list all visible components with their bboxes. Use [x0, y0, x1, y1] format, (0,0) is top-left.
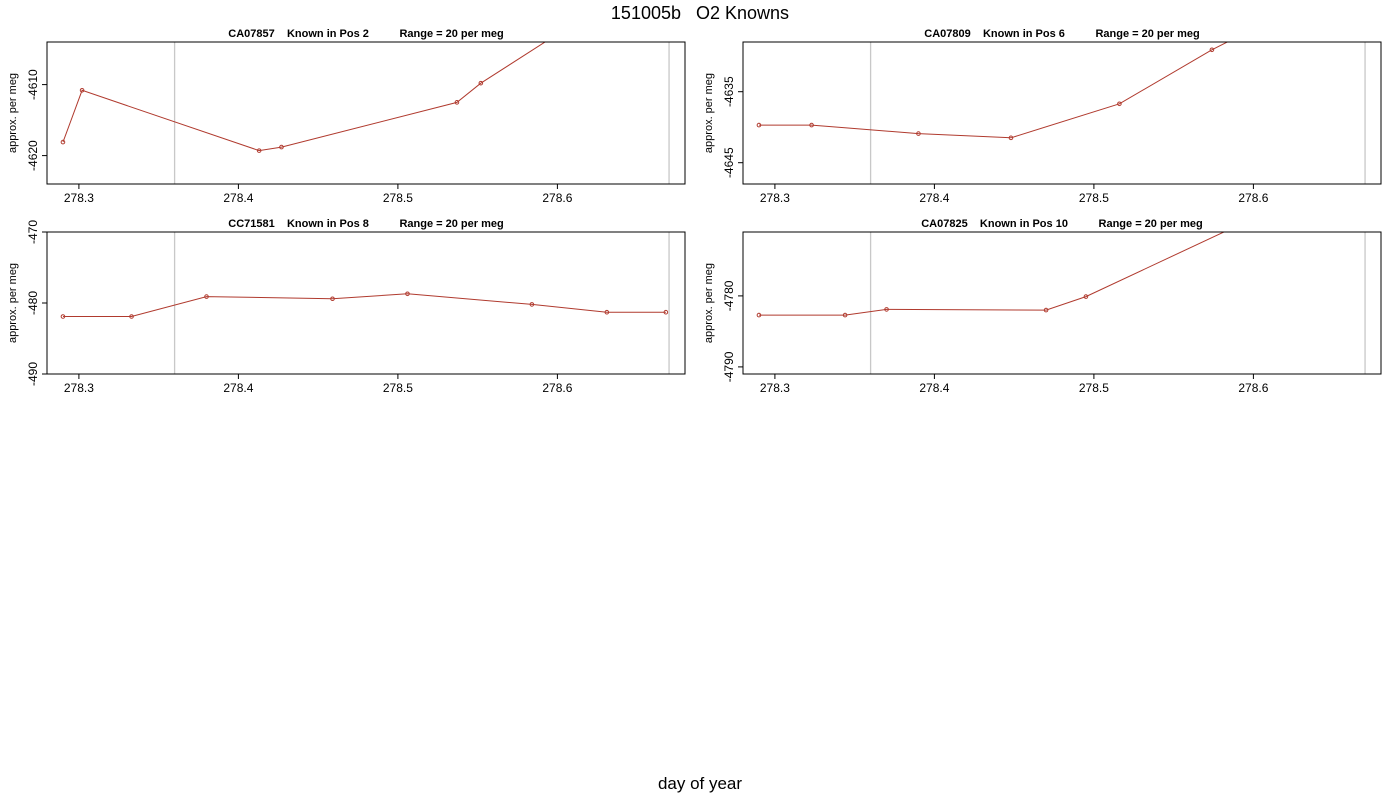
y-tick-label: -4790	[722, 351, 736, 382]
data-point	[330, 296, 335, 302]
reference-lines	[173, 232, 670, 374]
panel-title-sample: CC71581	[228, 218, 274, 230]
x-tick-label: 278.6	[542, 381, 572, 395]
panel-title: CA07857 Known in Pos 2 Range = 20 per me…	[228, 28, 503, 40]
series-line	[63, 293, 666, 317]
x-tick-label: 278.6	[1238, 381, 1268, 395]
data-point	[1083, 294, 1089, 299]
series-group	[60, 42, 546, 153]
reference-lines	[869, 232, 1366, 374]
data-point	[663, 309, 669, 315]
y-axis-label: approx. per meg	[703, 263, 715, 343]
y-tick-label: -4645	[722, 147, 736, 178]
x-tick-label: 278.3	[64, 191, 94, 205]
x-tick-label: 278.4	[919, 381, 949, 395]
data-point	[809, 122, 814, 128]
series-line	[759, 42, 1229, 139]
x-tick-label: 278.6	[1238, 191, 1268, 205]
x-tick-label: 278.5	[383, 191, 413, 205]
y-tick-label: -470	[26, 220, 40, 244]
chart-panel-4: CA07825 Known in Pos 10 Range = 20 per m…	[703, 218, 1382, 395]
plot-frame	[46, 41, 686, 185]
x-tick-label: 278.5	[1079, 381, 1109, 395]
panel-title: CA07809 Known in Pos 6 Range = 20 per me…	[924, 28, 1199, 40]
x-tick-label: 278.3	[64, 381, 94, 395]
panel-title: CA07825 Known in Pos 10 Range = 20 per m…	[921, 218, 1203, 230]
plot-frame	[742, 41, 1382, 185]
panel-title-position: Known in Pos 8	[275, 218, 369, 230]
x-tick-label: 278.5	[1079, 191, 1109, 205]
series-group	[60, 291, 669, 319]
y-axis-label: approx. per meg	[703, 73, 715, 153]
data-point	[916, 131, 921, 136]
data-point	[1043, 307, 1049, 313]
data-point	[604, 309, 610, 315]
panel-title-sample: CA07857	[228, 28, 274, 40]
panel-title: CC71581 Known in Pos 8 Range = 20 per me…	[228, 218, 503, 230]
chart-panel-2: CA07809 Known in Pos 6 Range = 20 per me…	[703, 28, 1382, 205]
data-point	[1209, 47, 1215, 53]
y-tick-label: -490	[26, 362, 40, 386]
x-tick-label: 278.3	[760, 381, 790, 395]
x-tick-label: 278.5	[383, 381, 413, 395]
panel-title-range: Range = 20 per meg	[1065, 28, 1200, 40]
y-tick-label: -4620	[26, 140, 40, 171]
data-point	[884, 307, 889, 312]
plot-frame	[742, 231, 1382, 375]
panel-title-range: Range = 20 per meg	[369, 28, 504, 40]
x-tick-label: 278.6	[542, 191, 572, 205]
data-point	[756, 122, 762, 128]
x-tick-label: 278.4	[919, 191, 949, 205]
series-group	[756, 232, 1226, 318]
panel-title-position: Known in Pos 10	[968, 218, 1068, 230]
x-tick-label: 278.3	[760, 191, 790, 205]
data-point	[756, 312, 762, 318]
x-axis-label: day of year	[657, 774, 743, 793]
data-point	[1008, 135, 1014, 141]
panel-title-sample: CA07825	[921, 218, 967, 230]
data-point	[129, 314, 134, 319]
y-axis-label: approx. per meg	[7, 73, 19, 153]
y-axis-label: approx. per meg	[7, 263, 19, 343]
reference-lines	[869, 42, 1366, 184]
data-point	[79, 87, 85, 93]
panel-title-position: Known in Pos 2	[275, 28, 369, 40]
data-point	[60, 314, 66, 319]
reference-lines	[173, 42, 670, 184]
y-tick-label: -480	[26, 291, 40, 315]
chart-panel-1: CA07857 Known in Pos 2 Range = 20 per me…	[7, 28, 686, 205]
data-point	[256, 148, 262, 153]
y-tick-label: -4635	[722, 76, 736, 107]
series-group	[756, 42, 1229, 141]
y-tick-label: -4610	[26, 69, 40, 100]
panel-title-range: Range = 20 per meg	[369, 218, 504, 230]
data-point	[529, 302, 535, 307]
data-point	[454, 100, 460, 105]
plot-frame	[46, 231, 686, 375]
data-point	[405, 291, 410, 297]
data-point	[279, 144, 284, 150]
panel-title-sample: CA07809	[924, 28, 970, 40]
chart-panel-3: CC71581 Known in Pos 8 Range = 20 per me…	[7, 218, 686, 395]
panel-title-position: Known in Pos 6	[971, 28, 1065, 40]
data-point	[60, 139, 66, 145]
x-tick-label: 278.4	[223, 191, 253, 205]
page-title: 151005b O2 Knowns	[610, 3, 790, 23]
series-line	[62, 42, 546, 152]
y-tick-label: -4780	[722, 280, 736, 311]
data-point	[842, 312, 848, 318]
data-point	[478, 80, 484, 86]
data-point	[1117, 101, 1122, 107]
x-tick-label: 278.4	[223, 381, 253, 395]
data-point	[204, 294, 209, 299]
panel-title-range: Range = 20 per meg	[1068, 218, 1203, 230]
series-line	[759, 232, 1226, 316]
